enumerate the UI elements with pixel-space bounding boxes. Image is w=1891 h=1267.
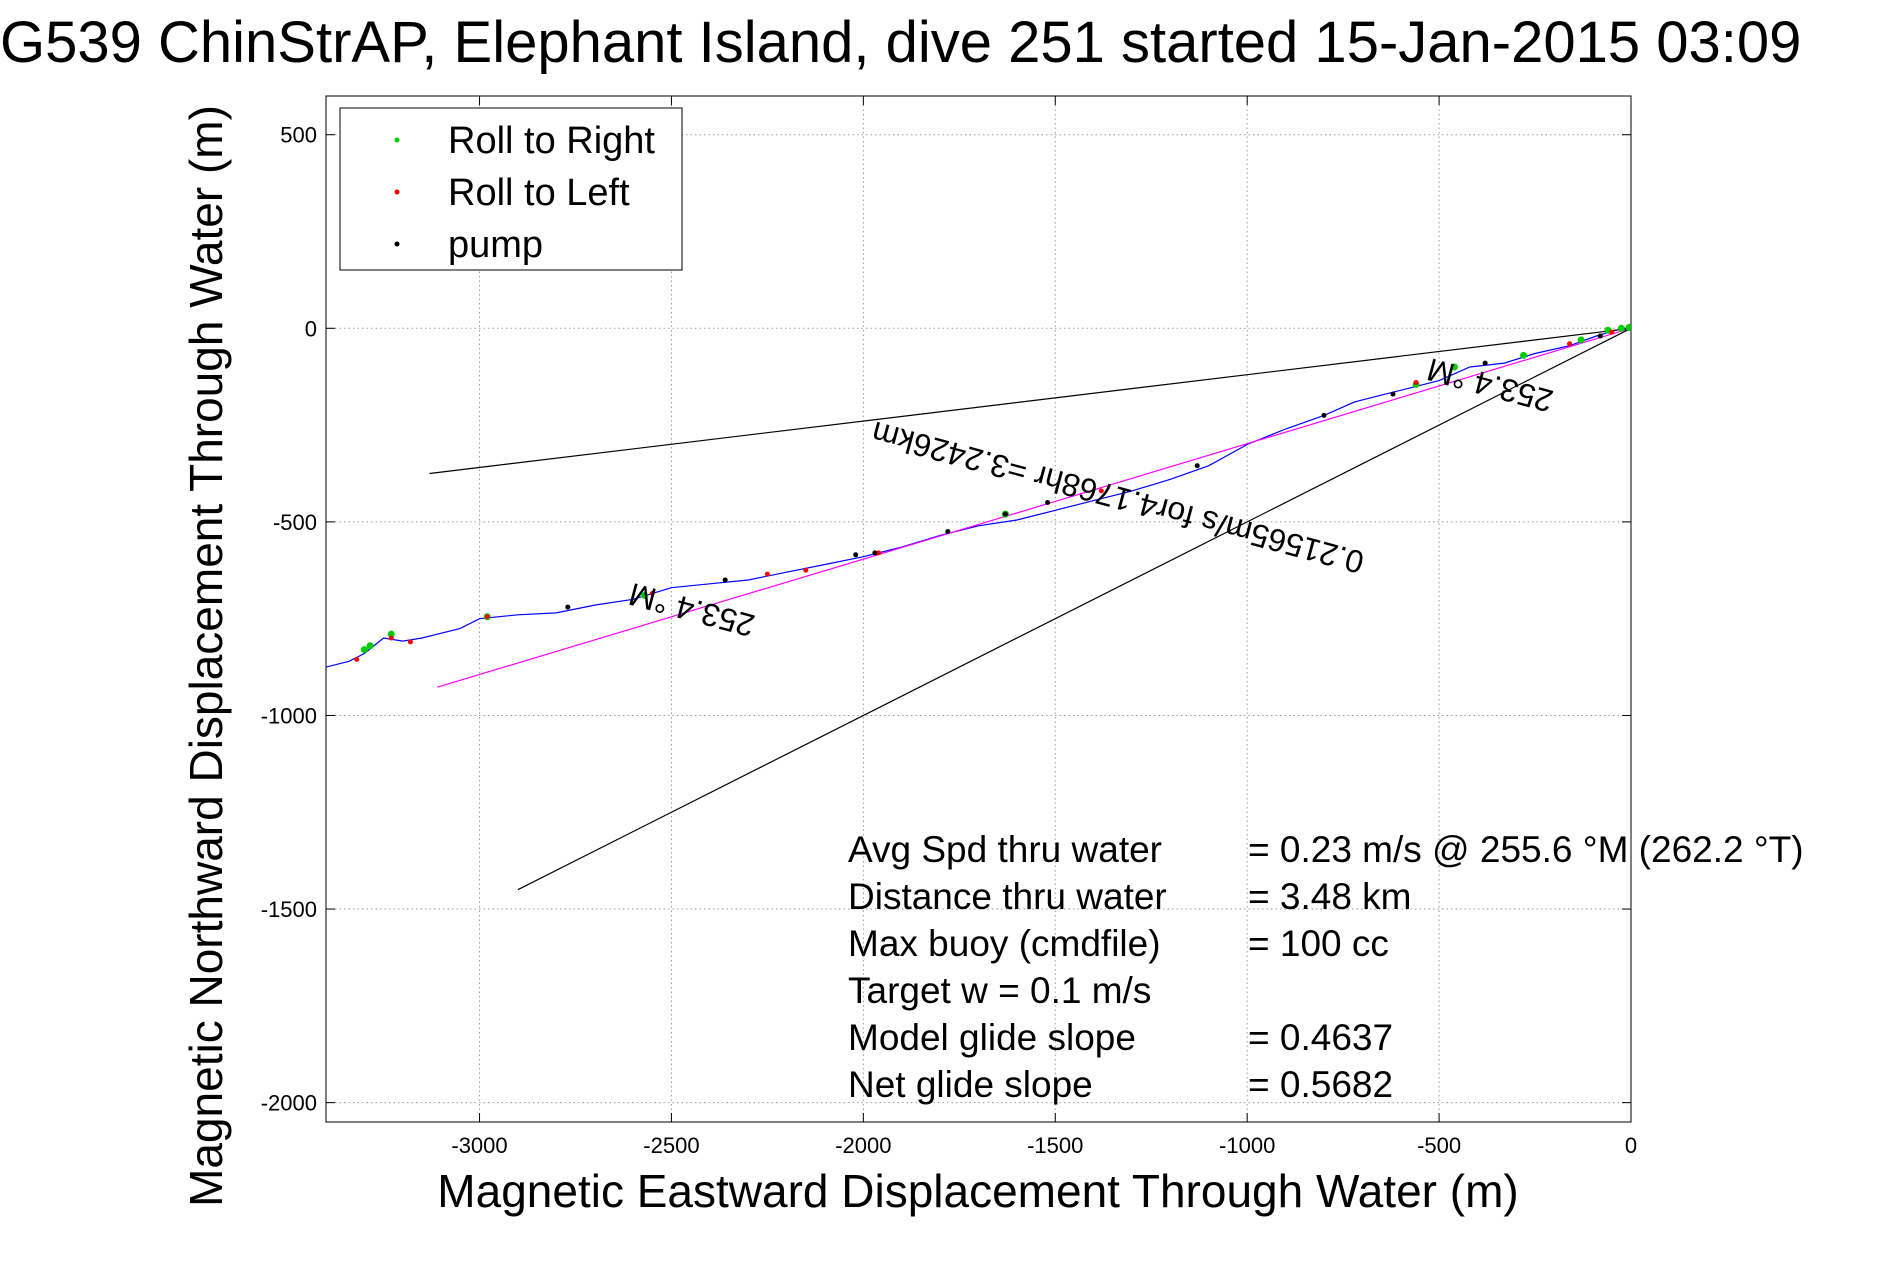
pump-marker	[1390, 391, 1396, 397]
roll-right-marker	[1450, 363, 1458, 371]
stats-value: = 100 cc	[1248, 923, 1389, 964]
plot-frame	[325, 95, 1632, 1123]
legend-marker	[394, 241, 400, 247]
y-tick-label: -1000	[261, 703, 317, 728]
stats-label: Distance thru water	[848, 876, 1167, 917]
stats-label: Target w = 0.1 m/s	[848, 970, 1151, 1011]
legend-label: Roll to Left	[448, 172, 630, 214]
legend-label: Roll to Right	[448, 120, 655, 162]
roll-right-marker	[360, 646, 368, 654]
pump-marker	[1194, 463, 1200, 469]
y-tick-label: 500	[280, 123, 317, 148]
y-tick-label: -1500	[261, 897, 317, 922]
stats-block: Avg Spd thru water = 0.23 m/s @ 255.6 °M …	[848, 829, 1804, 1105]
roll-left-marker	[764, 571, 770, 577]
x-tick-label: -2500	[643, 1133, 699, 1158]
pump-marker	[1482, 360, 1488, 366]
roll-right-marker	[366, 642, 374, 650]
x-tick-label: -3000	[451, 1133, 507, 1158]
pump-marker	[872, 550, 878, 556]
pump-marker	[945, 529, 951, 535]
roll-left-marker	[1567, 341, 1573, 347]
roll-left-marker	[484, 614, 490, 620]
roll-right-marker	[387, 630, 395, 638]
y-axis-label: Magnetic Northward Displacement Through …	[180, 105, 232, 1207]
chart-title: G539 ChinStrAP, Elephant Island, dive 25…	[0, 10, 1801, 75]
roll-left-marker	[803, 567, 809, 573]
roll-right-marker	[641, 591, 649, 599]
stats-label: Avg Spd thru water	[848, 829, 1162, 870]
stats-value: = 3.48 km	[1248, 876, 1412, 917]
roll-left-marker	[649, 591, 655, 597]
roll-left-marker	[388, 635, 394, 641]
pump-marker	[722, 577, 728, 583]
x-tick-label: -1500	[1027, 1133, 1083, 1158]
roll-left-marker	[354, 656, 360, 662]
roll-right-marker	[1625, 324, 1631, 332]
x-tick-label: 0	[1625, 1133, 1637, 1158]
roll-right-marker	[1520, 351, 1528, 359]
roll-left-marker	[876, 550, 882, 556]
x-tick-label: -500	[1417, 1133, 1461, 1158]
y-tick-label: 0	[305, 316, 317, 341]
pump-marker	[1321, 412, 1327, 418]
track-line	[326, 327, 1631, 668]
legend-marker	[394, 189, 400, 195]
ticks: -3000 -2500 -2000 -1500 -1000 -500 0 500 0 -500 -1…	[261, 96, 1637, 1158]
upper-bound-line	[429, 327, 1631, 475]
y-tick-label: -2000	[261, 1091, 317, 1116]
roll-left-marker	[407, 639, 413, 645]
stats-value: = 0.23 m/s @ 255.6 °M (262.2 °T)	[1248, 829, 1804, 870]
roll-right-marker	[1577, 336, 1585, 344]
x-axis-label: Magnetic Eastward Displacement Through W…	[437, 1165, 1518, 1217]
roll-left-marker	[1098, 488, 1104, 494]
stats-value: = 0.5682	[1248, 1064, 1393, 1105]
pump-marker	[1045, 500, 1051, 506]
x-tick-label: -2000	[835, 1133, 891, 1158]
x-tick-label: -1000	[1219, 1133, 1275, 1158]
legend: Roll to Right Roll to Left pump	[339, 107, 683, 271]
y-tick-label: -500	[273, 510, 317, 535]
stats-value: = 0.4637	[1248, 1017, 1393, 1058]
legend-label: pump	[448, 224, 543, 266]
pump-marker	[853, 552, 859, 558]
pump-marker	[1597, 333, 1603, 339]
stats-label: Model glide slope	[848, 1017, 1136, 1058]
pump-marker	[1002, 511, 1008, 517]
legend-marker	[394, 137, 400, 143]
stats-label: Net glide slope	[848, 1064, 1093, 1105]
marker-group	[354, 324, 1631, 662]
roll-left-marker	[1413, 380, 1419, 386]
series-group	[326, 327, 1631, 891]
lower-bound-line	[517, 327, 1631, 891]
roll-right-marker	[1617, 324, 1625, 332]
net-heading-line	[437, 327, 1631, 688]
pump-marker	[565, 604, 571, 610]
stats-label: Max buoy (cmdfile)	[848, 923, 1161, 964]
roll-left-marker	[1609, 329, 1615, 335]
